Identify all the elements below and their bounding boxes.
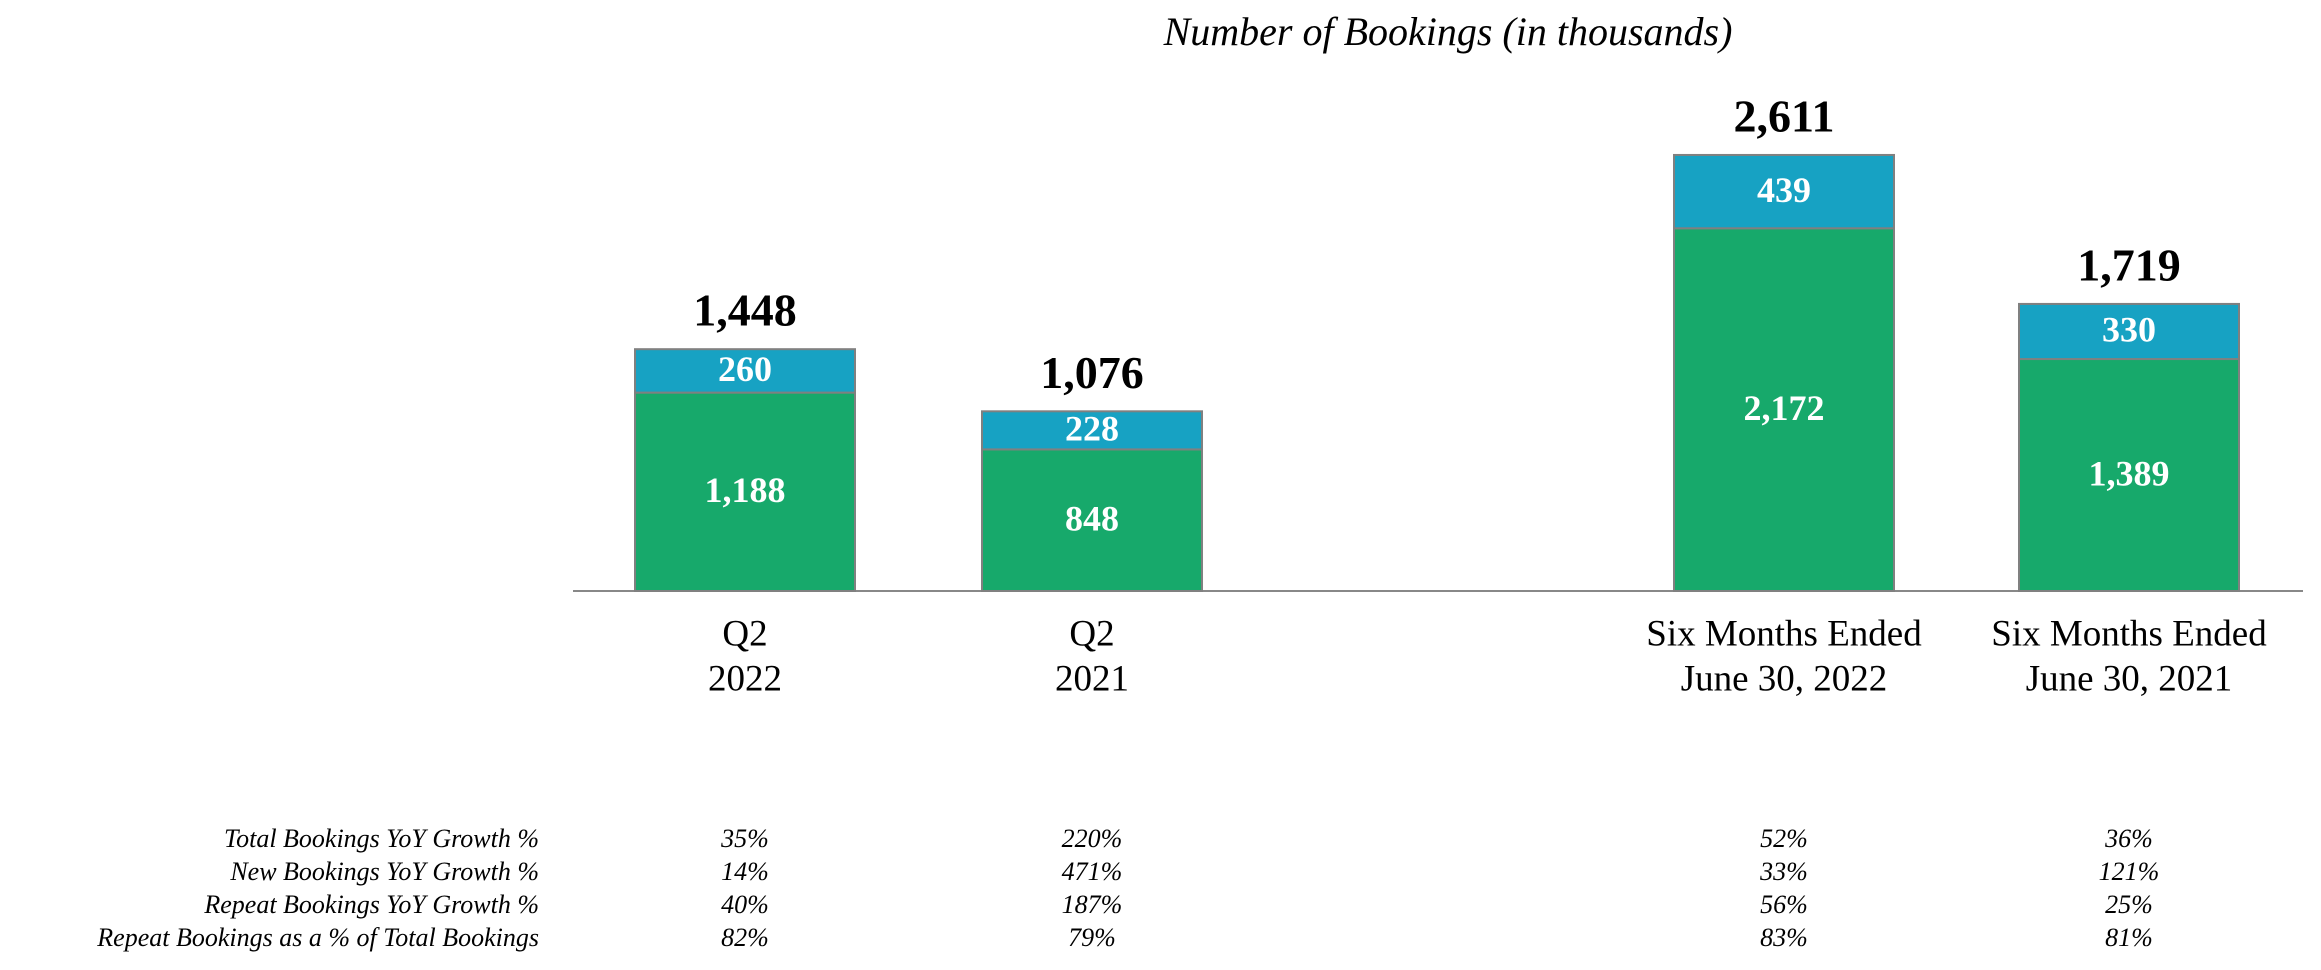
table-cell: 220% [1062, 824, 1123, 853]
data-label: 228 [1065, 409, 1119, 449]
x-tick-label: Q2 [1069, 613, 1114, 654]
bar-segment [634, 348, 856, 394]
x-tick-label: Q2 [722, 613, 767, 654]
table-cell: 82% [721, 923, 769, 952]
table-cell: 36% [2104, 824, 2153, 853]
chart-title: Number of Bookings (in thousands) [1163, 9, 1733, 54]
row-label: Repeat Bookings YoY Growth % [203, 890, 539, 919]
bar-segment [2018, 302, 2240, 361]
bar-segment [634, 391, 856, 592]
x-tick-label: Six Months Ended [1991, 613, 2267, 654]
table-cell: 40% [721, 890, 769, 919]
table-cell: 187% [1062, 890, 1123, 919]
total-label: 1,719 [2077, 239, 2181, 290]
table-cell: 35% [720, 824, 769, 853]
table-cell: 121% [2099, 857, 2160, 886]
row-label: New Bookings YoY Growth % [229, 857, 539, 886]
data-label: 439 [1757, 170, 1811, 210]
table-cell: 79% [1068, 923, 1116, 952]
table-cell: 33% [1759, 857, 1808, 886]
x-tick-label: 2022 [708, 658, 782, 699]
data-label: 1,389 [2089, 453, 2170, 493]
total-label: 1,076 [1040, 347, 1144, 398]
data-label: 848 [1065, 498, 1119, 538]
table-cell: 52% [1760, 824, 1808, 853]
total-label: 1,448 [693, 285, 797, 336]
bar-segment [1673, 227, 1895, 592]
x-tick-label: Six Months Ended [1646, 613, 1922, 654]
table-cell: 14% [721, 857, 769, 886]
total-label: 2,611 [1734, 91, 1835, 142]
table-cell: 25% [2105, 890, 2153, 919]
row-label: Total Bookings YoY Growth % [224, 824, 539, 853]
table-cell: 56% [1760, 890, 1808, 919]
row-label: Repeat Bookings as a % of Total Bookings [96, 923, 539, 952]
data-label: 2,172 [1744, 388, 1825, 428]
bar-segment [1673, 153, 1895, 230]
bar-segment [2018, 358, 2240, 592]
x-tick-label: June 30, 2021 [2026, 658, 2233, 699]
table-cell: 83% [1760, 923, 1808, 952]
data-label: 330 [2102, 310, 2156, 350]
table-cell: 471% [1062, 857, 1123, 886]
data-label: 260 [718, 349, 772, 389]
bar-segment [981, 410, 1203, 451]
table-cell: 81% [2105, 923, 2153, 952]
x-tick-label: 2021 [1055, 658, 1129, 699]
data-label: 1,188 [705, 470, 786, 510]
x-tick-label: June 30, 2022 [1681, 658, 1888, 699]
